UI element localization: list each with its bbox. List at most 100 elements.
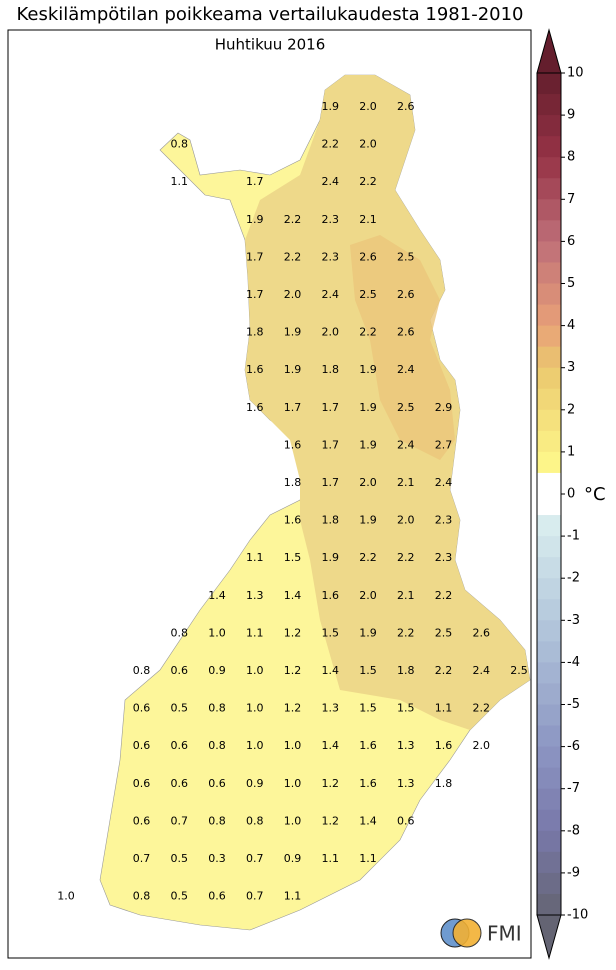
grid-value: 1.4 [208,589,226,602]
grid-value: 1.9 [246,213,264,226]
colorbar-tick-label: 7 [567,192,575,207]
colorbar-segment [537,430,561,453]
grid-value: 0.7 [246,890,264,903]
grid-value: 1.5 [359,702,377,715]
grid-value: 1.0 [208,626,226,639]
colorbar-segment [537,809,561,832]
colorbar-segment [537,641,561,663]
grid-value: 1.1 [246,626,264,639]
grid-value: 2.2 [284,250,302,263]
grid-value: 1.5 [397,702,415,715]
grid-value: 0.7 [171,814,189,827]
colorbar-tick-label: -6 [567,739,580,754]
grid-value: 1.9 [359,401,377,414]
grid-value: 0.6 [171,777,189,790]
grid-value: 2.2 [473,702,491,715]
grid-value: 1.1 [359,852,377,865]
grid-value: 2.6 [397,326,415,339]
grid-value: 0.6 [133,814,151,827]
colorbar-segment [537,94,561,116]
grid-value: 1.6 [284,514,302,527]
colorbar-segment [537,683,561,705]
grid-value: 1.5 [322,626,340,639]
colorbar-tick-label: -9 [567,865,580,880]
grid-value: 1.9 [359,626,377,639]
grid-value: 0.6 [133,777,151,790]
grid-value: 1.4 [322,739,340,752]
colorbar-segment [537,199,561,221]
grid-value: 1.6 [284,438,302,451]
grid-value: 1.2 [284,664,302,677]
colorbar-segment [537,767,561,790]
grid-value: 2.0 [359,476,377,489]
grid-value: 0.6 [208,777,226,790]
grid-value: 0.5 [171,890,189,903]
grid-value: 1.9 [322,551,340,564]
colorbar-segment [537,704,561,727]
grid-value: 1.8 [435,777,453,790]
grid-value: 0.6 [397,814,415,827]
grid-value: 2.2 [397,551,415,564]
colorbar-tick-label: -7 [567,781,580,796]
grid-value: 1.5 [284,551,302,564]
grid-value: 1.1 [284,890,302,903]
colorbar-segment [537,893,561,916]
colorbar-segment [537,262,561,284]
grid-value: 1.2 [284,626,302,639]
grid-value: 1.0 [284,777,302,790]
grid-value: 1.4 [284,589,302,602]
grid-value: 1.9 [322,100,340,113]
grid-value: 1.3 [246,589,264,602]
colorbar-segment [537,220,561,242]
colorbar-tick-label: -10 [567,908,588,923]
grid-value: 2.2 [322,138,340,151]
colorbar-tick-label: 2 [567,402,575,417]
colorbar-tick-label: 0 [567,487,575,502]
grid-value: 2.6 [473,626,491,639]
grid-value: 2.4 [435,476,453,489]
grid-value: 1.2 [322,777,340,790]
grid-value: 1.1 [322,852,340,865]
grid-value: 1.2 [322,814,340,827]
colorbar-tick-label: -1 [567,529,580,544]
grid-value: 2.0 [284,288,302,301]
grid-value: 1.1 [435,702,453,715]
grid-value: 2.1 [397,589,415,602]
grid-value: 1.8 [284,476,302,489]
grid-value: 0.8 [171,626,189,639]
grid-value: 1.9 [284,363,302,376]
grid-value: 2.5 [397,401,415,414]
grid-value: 1.7 [246,288,264,301]
grid-value: 2.2 [397,626,415,639]
grid-value: 2.3 [435,551,453,564]
grid-value: 2.1 [397,476,415,489]
hot-region [350,235,455,460]
title: Keskilämpötilan poikkeama vertailukaudes… [16,4,523,25]
grid-value: 0.9 [284,852,302,865]
grid-value: 2.0 [473,739,491,752]
grid-value: 1.6 [246,401,264,414]
grid-value: 1.7 [284,401,302,414]
grid-value: 1.8 [322,363,340,376]
colorbar-segment [537,872,561,895]
colorbar-tick-label: -8 [567,823,580,838]
grid-value: 1.3 [322,702,340,715]
colorbar-segment [537,557,561,579]
grid-value: 2.5 [510,664,528,677]
grid-value: 1.0 [246,739,264,752]
colorbar-segment [537,746,561,769]
colorbar-bottom-arrow [536,914,562,960]
grid-value: 1.9 [359,514,377,527]
grid-value: 2.5 [397,250,415,263]
grid-value: 0.6 [171,664,189,677]
colorbar-segment [537,388,561,411]
grid-value: 1.0 [57,890,75,903]
grid-value: 0.5 [171,702,189,715]
grid-value: 2.9 [435,401,453,414]
colorbar-segment [537,851,561,874]
grid-value: 1.3 [397,777,415,790]
grid-value: 1.1 [246,551,264,564]
grid-value: 1.6 [435,739,453,752]
colorbar-tick-label: 8 [567,150,575,165]
grid-value: 2.4 [397,438,415,451]
